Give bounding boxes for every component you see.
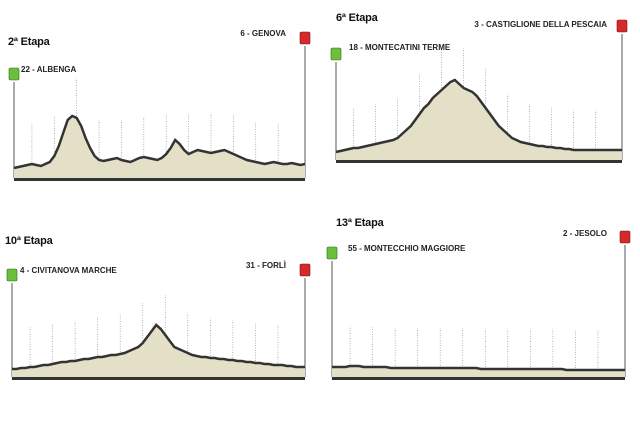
- start-marker-icon: [6, 268, 18, 282]
- stage-profile-chart: [8, 31, 311, 181]
- finish-marker-icon: [619, 230, 631, 244]
- distance-axis: [336, 160, 622, 163]
- finish-marker-icon: [616, 19, 628, 33]
- stage-title: 2ª Etapa: [8, 36, 50, 48]
- stage-panel-2: 2ª Etapa 22 - ALBENGA 6 - GENOVA: [0, 0, 320, 217]
- distance-axis: [14, 178, 305, 181]
- finish-marker-icon: [299, 263, 311, 277]
- distance-axis: [332, 377, 625, 380]
- start-town: 55 - MONTECCHIO MAGGIORE: [348, 244, 466, 253]
- finish-town: 31 - FORLÌ: [245, 261, 286, 270]
- stage-panel-13: 13ª Etapa 55 - MONTECCHIO MAGGIORE 2 - J…: [320, 217, 640, 434]
- stage-profile-chart: [6, 263, 311, 380]
- start-marker-icon: [8, 67, 20, 81]
- profile-area: [336, 80, 622, 160]
- start-town: 4 - CIVITANOVA MARCHE: [20, 266, 117, 275]
- start-town: 22 - ALBENGA: [21, 65, 77, 74]
- profile-line: [332, 364, 625, 372]
- stage-title: 10ª Etapa: [5, 235, 53, 247]
- stage-title: 13ª Etapa: [336, 217, 384, 229]
- stage-panel-10: 10ª Etapa 4 - CIVITANOVA MARCHE 31 - FOR…: [0, 217, 320, 434]
- profile-area: [12, 325, 305, 377]
- profile-line: [13, 114, 306, 170]
- stage-panel-6: 6ª Etapa 18 - MONTECATINI TERME 3 - CAST…: [320, 0, 640, 217]
- start-marker-icon: [326, 246, 338, 260]
- stage-profile-chart: [330, 19, 628, 163]
- finish-marker-icon: [299, 31, 311, 45]
- profile-area: [14, 116, 305, 178]
- stage-profile-chart: [326, 230, 631, 380]
- start-town: 18 - MONTECATINI TERME: [349, 43, 451, 52]
- finish-town: 2 - JESOLO: [562, 229, 607, 238]
- finish-town: 3 - CASTIGLIONE DELLA PESCAIA: [474, 20, 607, 29]
- finish-town: 6 - GENOVA: [240, 29, 286, 38]
- stage-title: 6ª Etapa: [336, 12, 378, 24]
- start-marker-icon: [330, 47, 342, 61]
- profile-line: [12, 323, 305, 371]
- profile-line: [335, 78, 622, 154]
- distance-axis: [12, 377, 305, 380]
